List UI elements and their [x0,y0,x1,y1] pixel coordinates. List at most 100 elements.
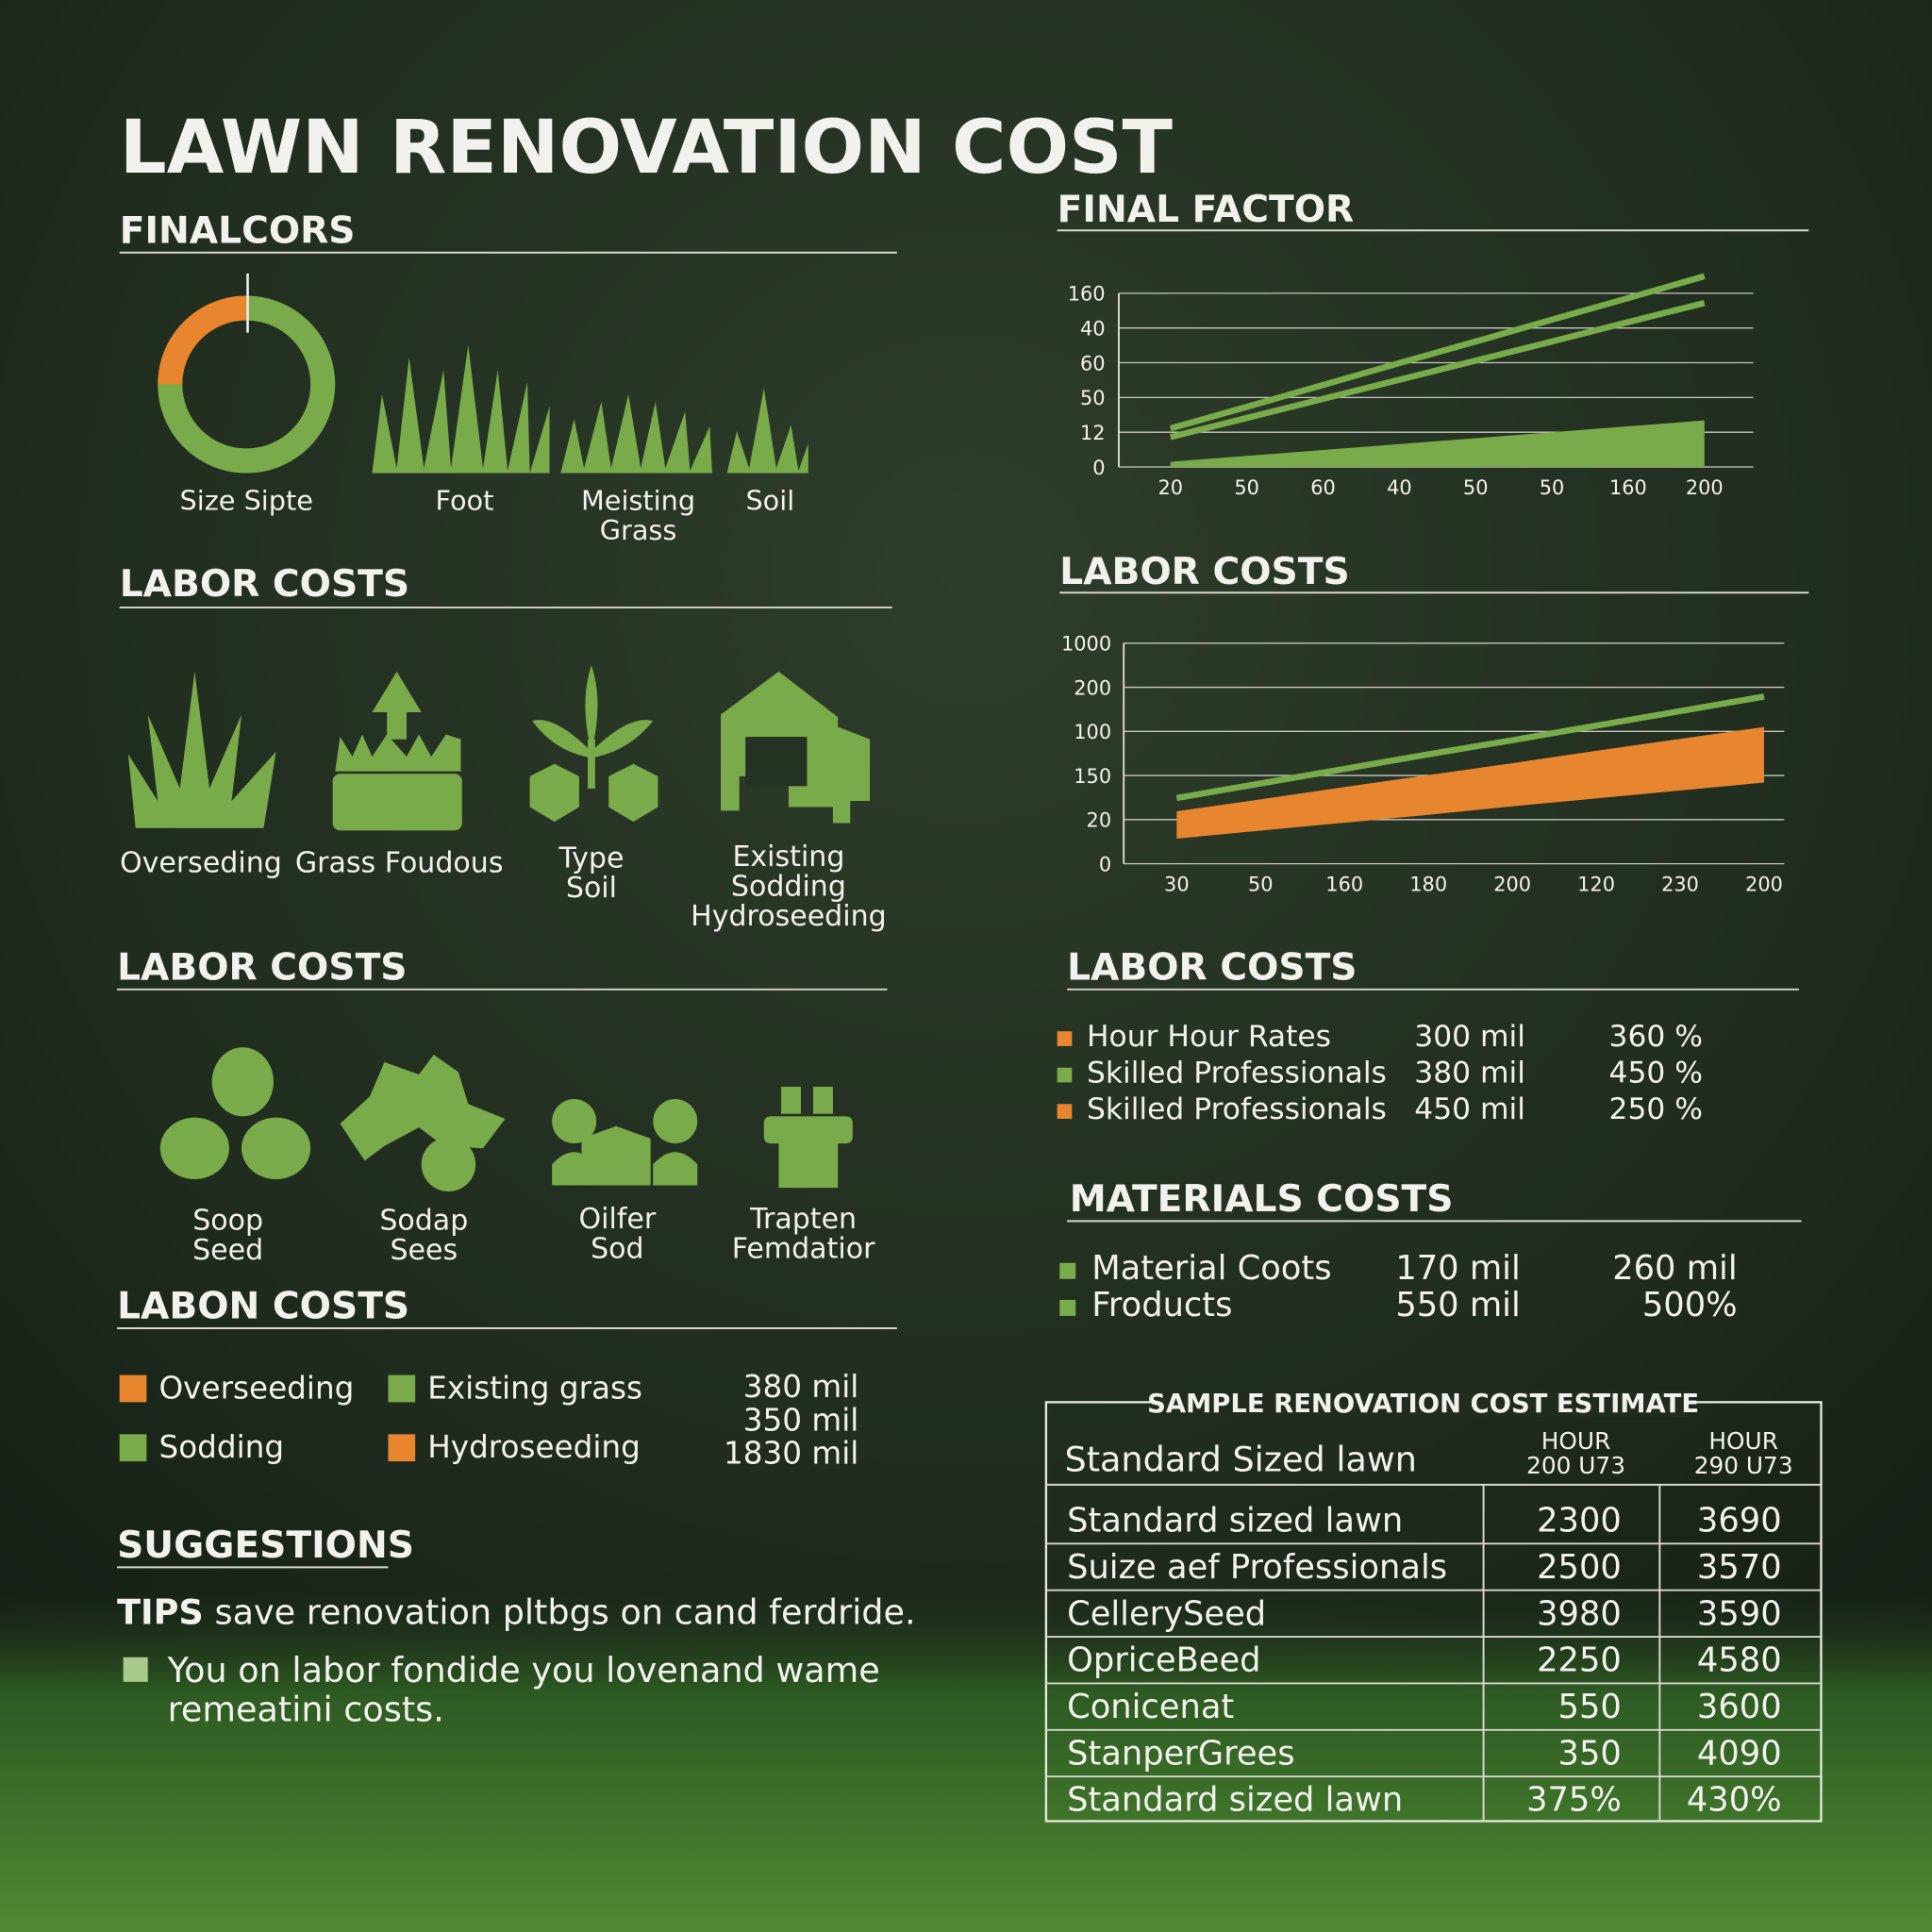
legend-swatch [119,1434,147,1462]
table-cell: 3600 [1697,1688,1782,1726]
list-cell: Hour Hour Rates [1087,1020,1331,1054]
y-tick-label: 150 [1074,765,1111,788]
table-cell: OpriceBeed [1067,1641,1260,1680]
x-tick-label: 50 [1463,476,1489,499]
list-cell: 360 % [1609,1020,1704,1054]
chart-title: LABOR COSTS [1059,551,1349,593]
x-tick-label: 60 [1310,476,1336,499]
table-caption: SAMPLE RENOVATION COST ESTIMATE [1147,1390,1699,1419]
x-tick-label: 40 [1387,476,1412,499]
icon-label: Meisting [581,485,695,517]
list-cell: 380 mil [1414,1056,1525,1090]
chart: FINAL FACTOR 0 12 50 60 40 160 20 50 60 40 50 50 160 2… [1057,189,1809,499]
list-cell: Froducts [1091,1286,1232,1324]
table-cell: 430% [1687,1781,1782,1820]
y-tick-label: 60 [1080,352,1106,375]
line [1175,693,1765,802]
line [1170,300,1706,441]
donut-segment [158,295,336,474]
labor-icons [127,665,871,831]
list-cell: 260 mil [1612,1249,1737,1288]
heading: SUGGESTIONS [117,1524,414,1567]
icon-label: Sod [591,1233,644,1266]
bullet-text: remeatini costs. [168,1690,444,1730]
icon-label: Grass Foudous [295,847,504,880]
table-cell: Conicenat [1067,1688,1234,1726]
heading: LABON COSTS [117,1286,409,1328]
list-cell: 550 mil [1395,1286,1520,1324]
x-tick-label: 200 [1493,873,1531,895]
list-bullet [1057,1067,1073,1083]
table-cell: 4090 [1697,1734,1782,1773]
list-cell: Material Coots [1091,1249,1331,1288]
table-cell: 4580 [1697,1641,1782,1680]
icon-label: Foot [435,485,493,517]
title: LAWN RENOVATION COST [120,105,1174,191]
y-tick-label: 0 [1099,853,1111,875]
x-tick-label: 230 [1661,873,1699,895]
list-cell: 500% [1642,1286,1738,1324]
donut-segment [158,295,247,385]
heading: MATERIALS COSTS [1070,1178,1454,1221]
legend-swatch [388,1374,416,1403]
labor-icons-2 [159,1047,853,1192]
list-cell: 450 % [1609,1056,1704,1090]
icon-label: Existing [732,841,844,874]
tip-text: save renovation pltbgs on cand ferdride. [215,1591,916,1632]
y-tick-label: 100 [1074,721,1111,743]
chart-title: FINAL FACTOR [1058,189,1355,231]
heading: FINALCORS [120,209,356,252]
line [1169,273,1706,432]
y-tick-label: 20 [1087,809,1112,832]
icon-label: Femdatior [732,1233,875,1266]
list-bullet [1057,1031,1073,1046]
list-cell: 250 % [1609,1092,1704,1126]
icon-label: Type [558,842,624,875]
x-tick-label: 200 [1745,873,1783,895]
table-cell: 550 [1558,1688,1622,1726]
icon-label: Sodding [731,871,846,904]
legend-label: Existing grass [427,1370,642,1406]
table-cell: StanperGrees [1067,1734,1294,1773]
table-cell: 3590 [1697,1594,1782,1633]
table-cell: 350 [1558,1734,1622,1773]
table-cell: CellerySeed [1067,1594,1266,1633]
table-header: 290 U73 [1694,1452,1793,1479]
x-tick-label: 20 [1158,476,1184,499]
area [1170,420,1705,468]
table-cell: 375% [1526,1781,1622,1820]
y-tick-label: 160 [1068,283,1106,306]
table-cell: 3570 [1697,1548,1782,1587]
caption-bg [1158,1390,1689,1418]
icon-label: Oilfer [579,1203,657,1236]
icon-label: Size Sipte [179,485,312,517]
y-tick-label: 1000 [1061,633,1111,656]
heading: LABOR COSTS [117,946,407,989]
y-tick-label: 200 [1074,676,1111,699]
table-header: 200 U73 [1526,1452,1625,1479]
y-tick-label: 12 [1080,422,1106,444]
x-tick-label: 50 [1540,476,1565,499]
table-header: HOUR [1541,1427,1611,1455]
cost-table: SAMPLE RENOVATION COST ESTIMATE Standard… [1044,1390,1823,1823]
tip: TIPS save renovation pltbgs on cand ferdr… [117,1591,916,1632]
table-cell: Standard sized lawn [1067,1502,1403,1541]
list-bullet [1057,1104,1073,1119]
table-cell: Standard sized lawn [1067,1781,1403,1820]
list-cell: Skilled Professionals [1087,1056,1387,1090]
icon-label: Sodap [379,1205,468,1238]
y-tick-label: 0 [1092,457,1105,479]
table-cell: 3690 [1697,1502,1782,1541]
x-tick-label: 160 [1609,476,1647,499]
table-cell: 2250 [1537,1641,1622,1680]
legend-label: Overseeding [158,1370,354,1406]
x-tick-label: 50 [1248,873,1274,895]
tip-label: TIPS [117,1591,204,1632]
x-tick-label: 180 [1409,873,1447,895]
table-cell: Suize aef Professionals [1067,1548,1447,1587]
list-cell: 300 mil [1414,1020,1525,1054]
table-cell: 2500 [1537,1548,1622,1587]
legend-swatch [388,1434,416,1462]
